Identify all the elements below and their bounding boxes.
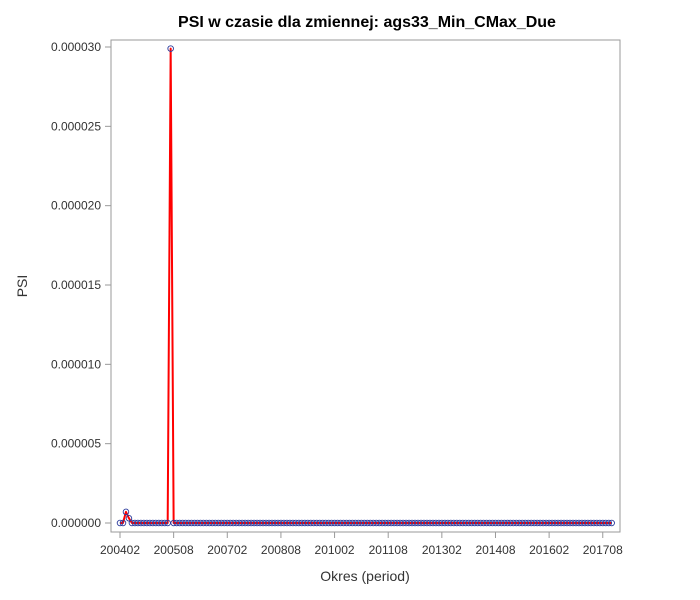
x-tick-label: 201002 [315, 543, 355, 557]
y-tick-label: 0.000025 [51, 119, 101, 133]
y-tick-label: 0.000005 [51, 437, 101, 451]
x-tick-label: 201408 [475, 543, 515, 557]
series-polyline [120, 49, 612, 523]
y-tick-label: 0.000015 [51, 278, 101, 292]
chart-title: PSI w czasie dla zmiennej: ags33_Min_CMa… [178, 14, 556, 31]
y-tick-label: 0.000000 [51, 516, 101, 530]
x-tick-label: 200702 [207, 543, 247, 557]
x-tick-label: 201108 [369, 543, 408, 557]
y-axis-label: PSI [14, 275, 30, 298]
x-axis-label: Okres (period) [320, 568, 409, 584]
x-axis: 200402 200508 200702 200808 201002 201108 2013… [100, 532, 623, 557]
x-tick-label: 200402 [100, 543, 140, 557]
y-tick-label: 0.000030 [51, 40, 101, 54]
series-markers [117, 46, 614, 526]
x-tick-label: 201302 [422, 543, 462, 557]
x-tick-label: 200508 [154, 543, 194, 557]
x-tick-label: 200808 [261, 543, 301, 557]
y-axis: 0.000000 0.000005 0.000010 0.000015 0.000020… [51, 40, 111, 530]
y-tick-label: 0.000020 [51, 199, 101, 213]
x-tick-label: 201708 [583, 543, 623, 557]
series-line [120, 49, 612, 523]
y-tick-label: 0.000010 [51, 357, 101, 371]
plot-area [111, 40, 620, 532]
x-tick-label: 201602 [529, 543, 569, 557]
